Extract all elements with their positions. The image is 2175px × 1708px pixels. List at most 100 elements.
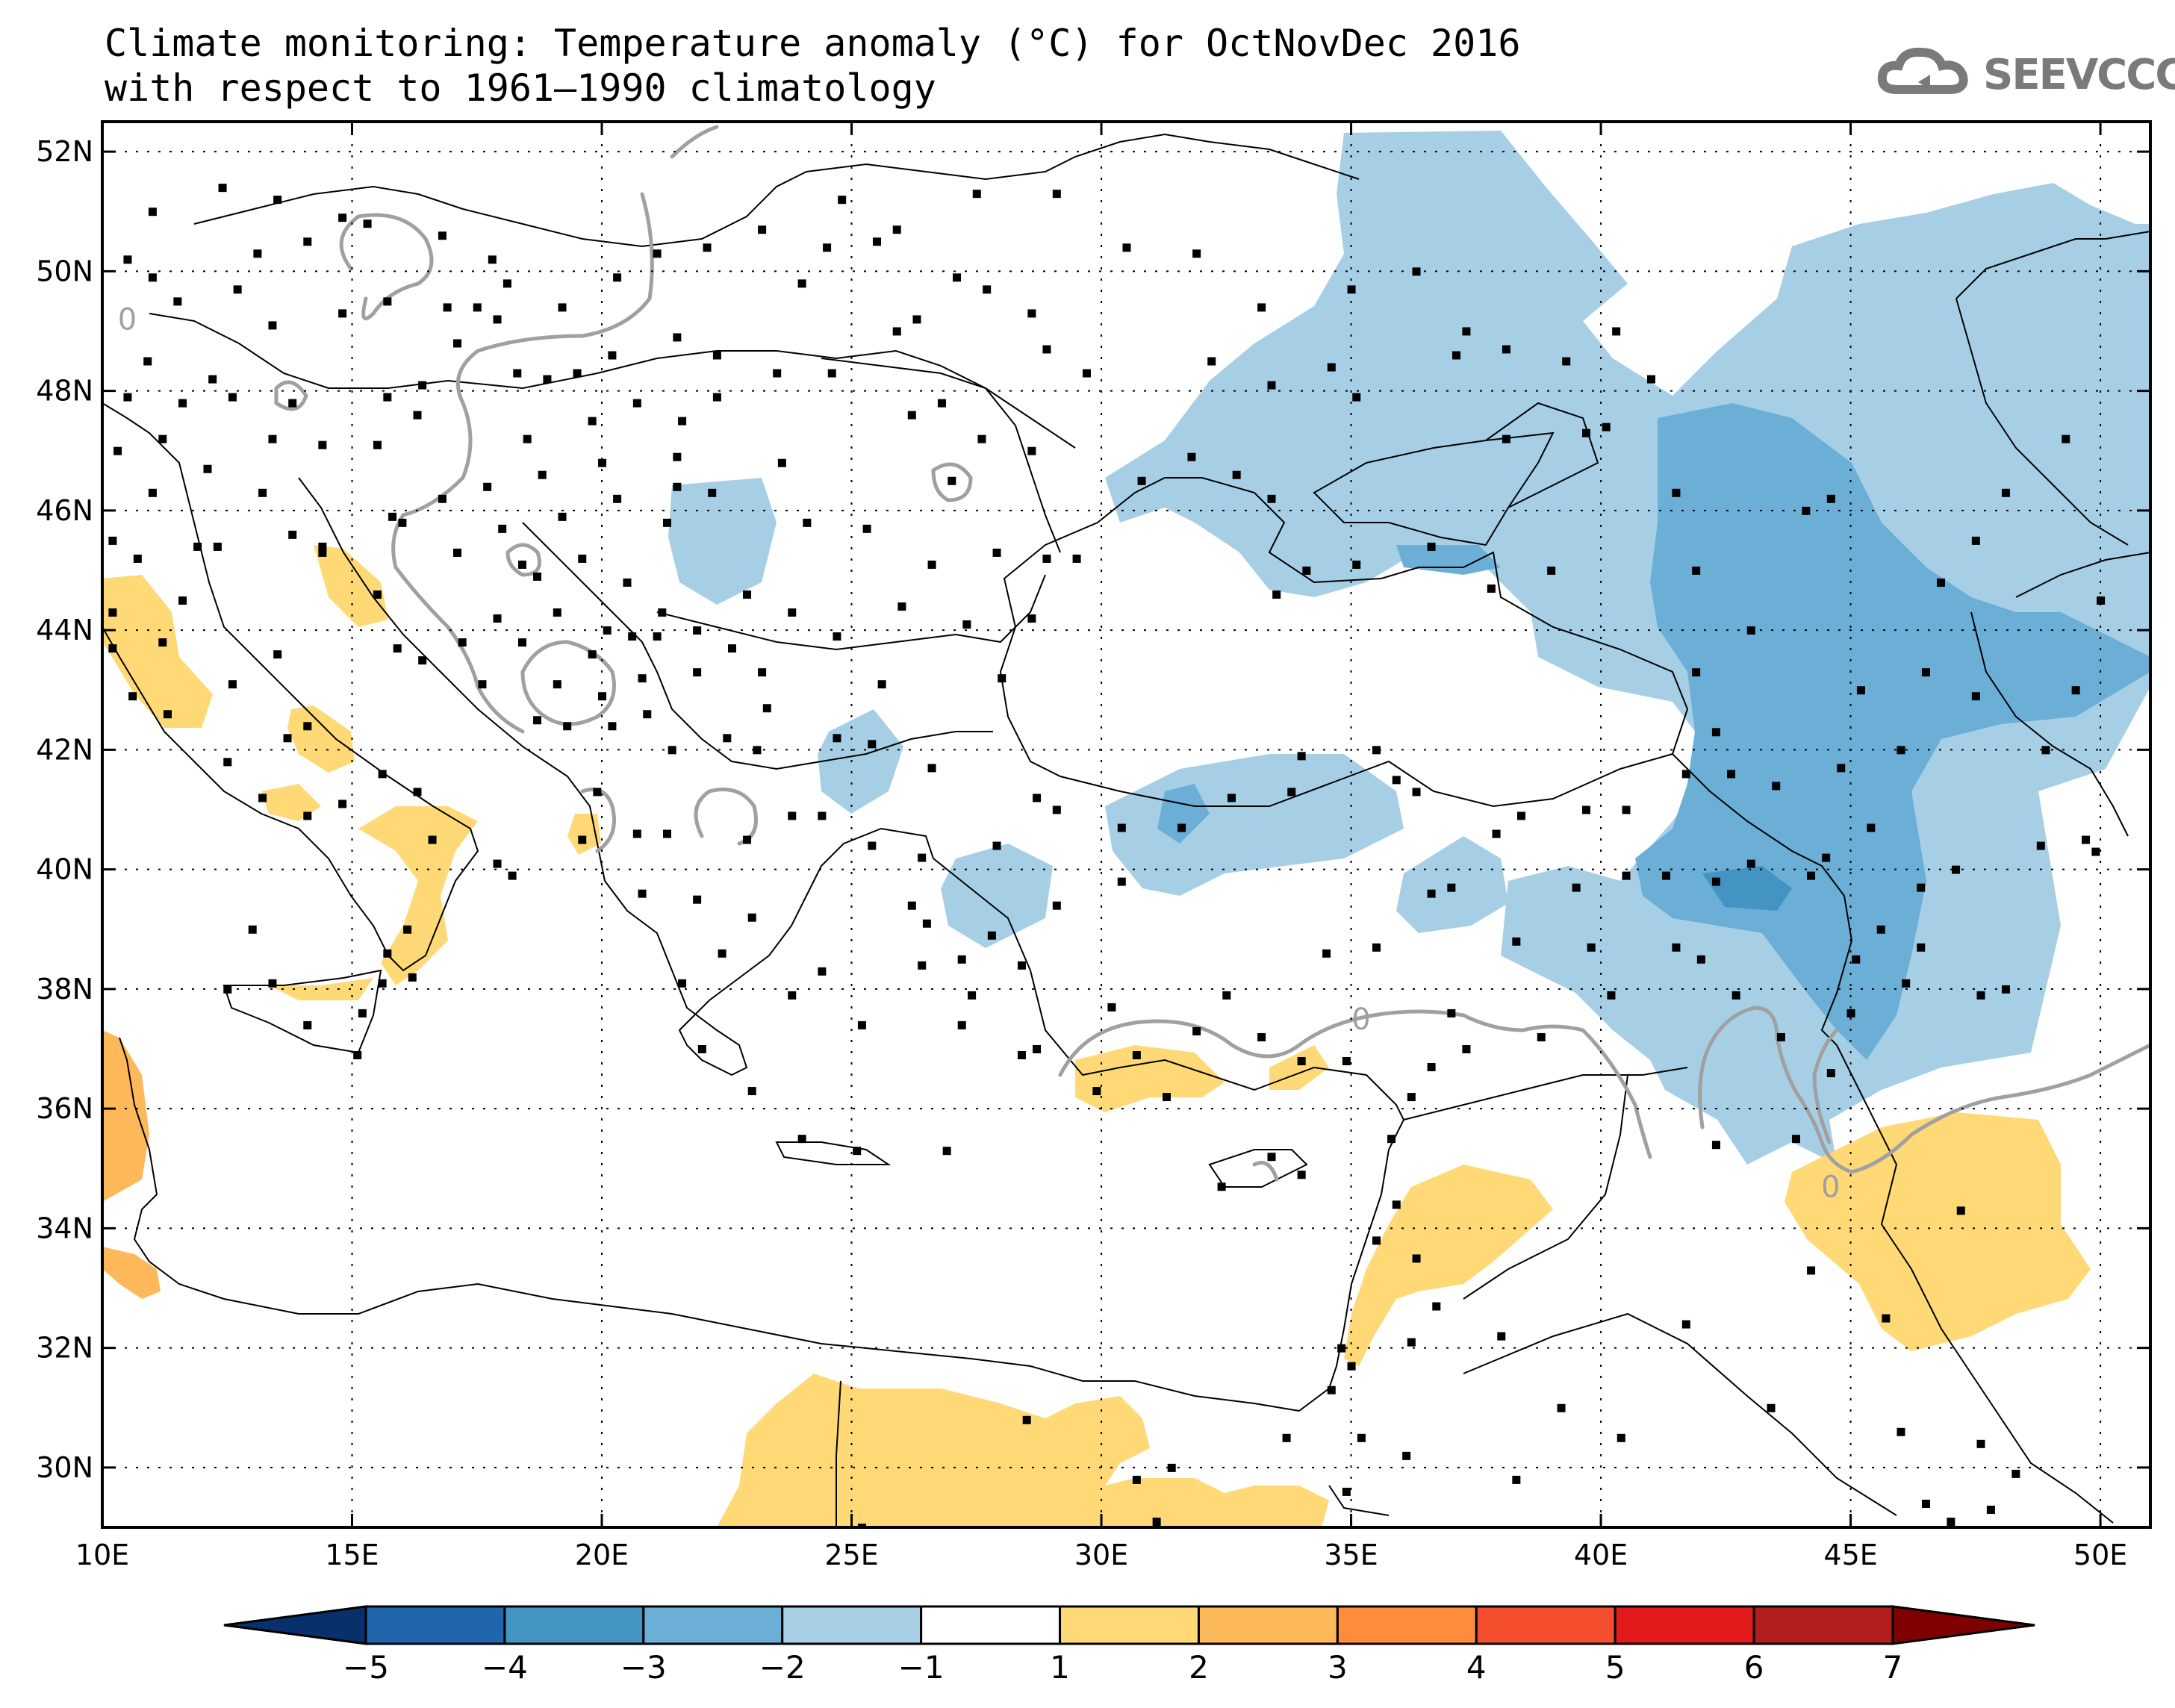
zero-contour-cyprus (1252, 1161, 1279, 1182)
station-marker (897, 602, 906, 611)
station-marker (608, 722, 617, 731)
station-marker (948, 476, 956, 485)
station-marker (1582, 428, 1591, 437)
station-marker (638, 889, 647, 898)
station-marker (208, 375, 217, 384)
station-marker (1937, 578, 1946, 587)
zero-contour-croatia (391, 513, 525, 734)
station-marker (723, 734, 732, 743)
station-marker (747, 913, 756, 922)
station-marker (857, 1524, 866, 1527)
station-marker (907, 411, 916, 420)
station-marker (318, 548, 327, 557)
station-marker (1711, 877, 1720, 886)
russia-kazakhstan-border (1955, 231, 2150, 299)
station-marker (1352, 393, 1361, 402)
station-marker (268, 321, 277, 330)
station-marker (1672, 943, 1681, 952)
warm-anomaly-turkey-south (1075, 1045, 1225, 1112)
station-marker (1232, 470, 1241, 479)
station-marker (1502, 434, 1510, 443)
station-marker (1167, 1463, 1176, 1472)
station-marker (673, 333, 682, 342)
station-marker (743, 590, 752, 599)
station-marker (1327, 363, 1336, 372)
station-marker (1432, 1302, 1441, 1311)
station-marker (1297, 752, 1306, 761)
station-marker (588, 650, 597, 659)
station-marker (972, 190, 981, 199)
zero-anomaly-contours (274, 125, 2150, 1182)
station-marker (393, 644, 402, 653)
station-marker (968, 991, 977, 1000)
station-marker (1462, 327, 1471, 336)
station-marker (273, 650, 282, 659)
station-marker (1018, 1050, 1027, 1059)
station-marker (1387, 1135, 1396, 1144)
station-marker (428, 835, 437, 844)
station-marker (123, 255, 132, 264)
border-egypt-sudan (1328, 1485, 1390, 1516)
station-marker (1132, 1050, 1141, 1059)
station-marker (383, 393, 392, 402)
station-marker (872, 237, 881, 246)
station-marker (818, 967, 827, 976)
warm-anomaly-libya-egypt (717, 1374, 1329, 1527)
station-marker (1767, 1403, 1776, 1412)
station-marker (1267, 381, 1276, 390)
station-marker (578, 835, 587, 844)
station-marker (273, 196, 282, 205)
station-marker (658, 608, 667, 617)
colorbar-label: 1 (1050, 1649, 1070, 1686)
axis-tick-labels: 10E 15E 20E 25E 30E 35E 40E 45E 50E 30N 32N 34N 36N 3… (36, 135, 2127, 1571)
balkan-borders (522, 522, 993, 770)
station-marker (2001, 985, 2010, 994)
station-marker (538, 470, 547, 479)
station-marker (473, 303, 482, 312)
station-marker (233, 285, 242, 294)
station-marker (823, 243, 832, 252)
lat-tick-label: 44N (36, 614, 93, 646)
colorbar-label: 7 (1883, 1649, 1903, 1686)
axis-ticks (101, 122, 2150, 1527)
station-marker (833, 734, 841, 743)
station-marker (892, 327, 901, 336)
station-marker (1612, 327, 1621, 336)
station-marker (907, 901, 916, 910)
station-marker (1027, 309, 1036, 318)
colorbar-bin (1614, 1605, 1755, 1645)
station-marker (2036, 841, 2045, 850)
logo-text: SEEVCCC (1983, 51, 2175, 99)
station-marker (992, 548, 1001, 557)
station-marker (458, 638, 467, 647)
zero-contour-slovakia (401, 192, 654, 517)
station-marker (303, 811, 312, 820)
station-marker (1217, 1182, 1226, 1191)
station-marker (1137, 476, 1146, 485)
station-marker (453, 548, 462, 557)
station-marker (1662, 871, 1671, 880)
station-marker (662, 829, 671, 838)
station-marker (1681, 770, 1690, 779)
station-marker (877, 680, 886, 689)
station-marker (758, 225, 767, 234)
station-marker (438, 231, 446, 240)
station-marker (992, 841, 1001, 850)
colorbar-arrow-low (223, 1605, 367, 1645)
seevccc-logo: SEEVCCC (1875, 43, 2175, 103)
station-marker (1257, 303, 1266, 312)
station-marker (1342, 1057, 1351, 1066)
station-marker (318, 440, 327, 449)
station-marker (517, 560, 526, 569)
station-marker (833, 632, 841, 641)
station-marker (1921, 1499, 1930, 1508)
contour-label: 0 (118, 302, 137, 337)
station-marker (762, 704, 771, 713)
station-marker (493, 859, 502, 868)
station-marker (1746, 859, 1755, 868)
station-marker (1302, 566, 1311, 575)
lat-tick-label: 50N (36, 255, 93, 287)
station-marker (1607, 991, 1616, 1000)
colorbar-label: −3 (620, 1649, 667, 1686)
station-marker (253, 249, 262, 258)
